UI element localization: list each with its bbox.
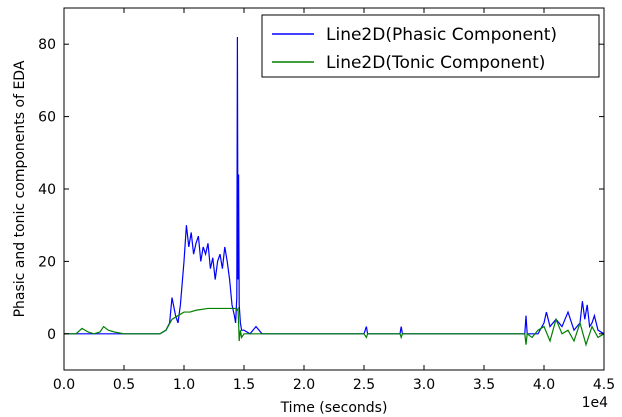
x-tick-label: 1.0 — [173, 377, 195, 393]
x-tick-label: 0.5 — [113, 377, 135, 393]
legend-label-phasic: Line2D(Phasic Component) — [326, 25, 557, 45]
x-tick-label: 2.0 — [293, 377, 315, 393]
series-line-phasic — [64, 36, 605, 335]
y-tick-label: 0 — [47, 327, 56, 343]
ticks: 0.0 0.5 1.0 1.5 2.0 2.5 3.0 3.5 4.0 4.5 0 20 40 60 80 — [38, 8, 615, 393]
legend-box — [261, 14, 600, 78]
y-tick-label: 20 — [38, 254, 56, 270]
x-tick-label: 3.5 — [473, 377, 495, 393]
x-tick-label: 0.0 — [53, 377, 75, 393]
x-axis-label: Time (seconds) — [280, 400, 388, 416]
y-tick-label: 60 — [38, 110, 56, 126]
x-tick-label: 1.5 — [233, 377, 255, 393]
legend-label-tonic: Line2D(Tonic Component) — [326, 53, 545, 73]
x-tick-label: 4.5 — [593, 377, 615, 393]
x-tick-label: 4.0 — [533, 377, 555, 393]
y-axis-label: Phasic and tonic components of EDA — [12, 60, 28, 317]
y-tick-label: 40 — [38, 182, 56, 198]
x-tick-label: 3.0 — [413, 377, 435, 393]
legend: Line2D(Phasic Component) Line2D(Tonic Co… — [261, 14, 600, 78]
x-tick-label: 2.5 — [353, 377, 375, 393]
plot-lines — [64, 36, 605, 347]
x-axis-offset-label: 1e4 — [582, 395, 609, 411]
series-line-tonic — [64, 306, 605, 347]
y-tick-label: 80 — [38, 37, 56, 53]
